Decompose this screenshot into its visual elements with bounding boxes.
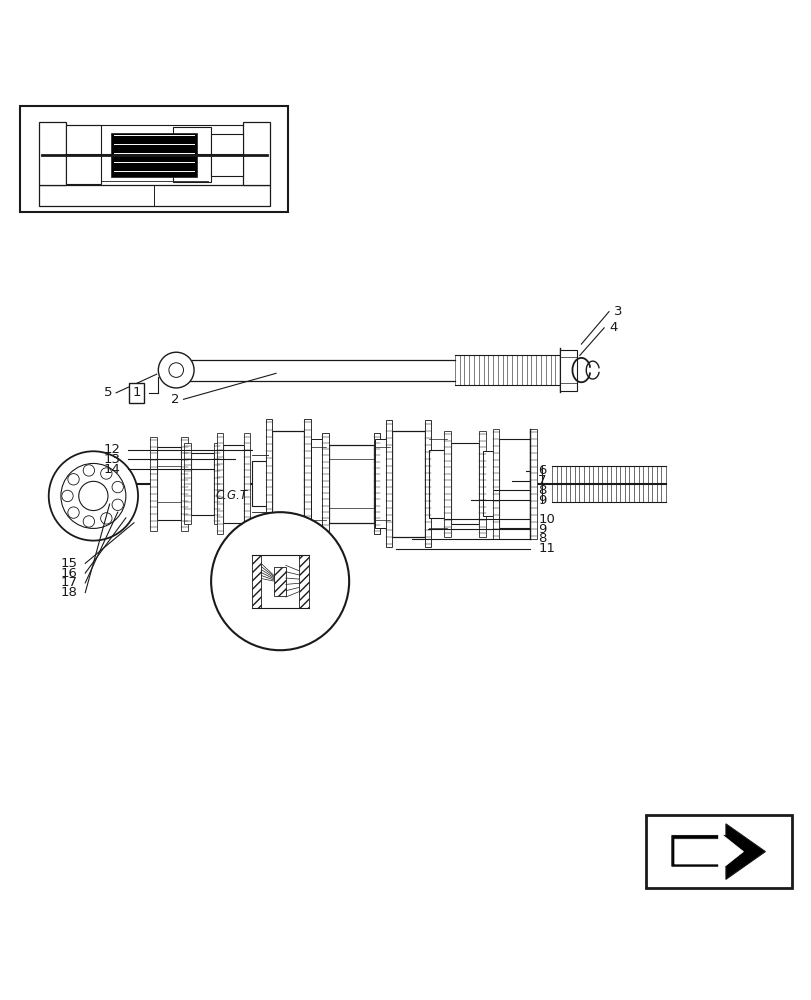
Circle shape	[49, 451, 138, 541]
Polygon shape	[674, 832, 743, 871]
Text: 15: 15	[60, 557, 77, 570]
Bar	[483, 451, 495, 516]
Circle shape	[112, 481, 123, 493]
Bar	[530, 429, 536, 539]
Bar	[39, 185, 269, 206]
Bar	[428, 450, 446, 518]
Bar	[424, 420, 431, 547]
Circle shape	[169, 363, 183, 377]
Bar	[328, 445, 373, 523]
Bar	[392, 431, 424, 537]
Circle shape	[68, 474, 79, 485]
Text: 9: 9	[538, 493, 546, 506]
Bar	[20, 106, 288, 212]
Bar	[450, 443, 478, 524]
Bar	[373, 433, 380, 534]
Text: 7: 7	[538, 474, 546, 487]
Bar	[304, 419, 311, 549]
Bar	[191, 453, 213, 515]
Bar	[251, 461, 268, 506]
Bar	[560, 350, 576, 391]
Text: 9: 9	[538, 523, 546, 536]
Bar	[645, 815, 791, 888]
Bar	[217, 433, 223, 534]
Bar	[499, 439, 530, 528]
Bar	[242, 122, 269, 185]
Bar	[265, 419, 272, 549]
Bar	[223, 445, 243, 523]
Text: 10: 10	[538, 513, 555, 526]
Text: 11: 11	[538, 542, 555, 555]
Bar	[213, 443, 220, 524]
Text: 18: 18	[60, 586, 77, 599]
Circle shape	[101, 468, 112, 479]
Text: 1: 1	[132, 386, 140, 399]
Bar	[478, 431, 485, 537]
Circle shape	[79, 481, 108, 511]
Text: C.G.T: C.G.T	[215, 489, 247, 502]
Text: 12: 12	[103, 443, 120, 456]
Circle shape	[101, 513, 112, 524]
Bar	[272, 431, 304, 537]
Bar	[298, 555, 308, 608]
Circle shape	[61, 463, 126, 528]
Bar	[444, 431, 450, 537]
Circle shape	[83, 465, 94, 476]
Bar	[210, 134, 242, 176]
Text: 8: 8	[538, 484, 546, 497]
Text: 16: 16	[60, 567, 77, 580]
Bar	[311, 439, 325, 528]
Bar	[184, 443, 191, 524]
Bar	[111, 133, 197, 177]
Bar	[251, 555, 261, 608]
Circle shape	[62, 490, 73, 502]
Text: 3: 3	[613, 305, 621, 318]
Bar	[181, 437, 187, 531]
Bar	[385, 420, 392, 547]
Text: 4: 4	[608, 321, 616, 334]
Bar	[492, 429, 499, 539]
Circle shape	[83, 516, 94, 527]
Bar	[150, 437, 157, 531]
Bar	[322, 433, 328, 534]
Text: 14: 14	[103, 463, 120, 476]
Bar	[375, 439, 389, 528]
Text: 8: 8	[538, 532, 546, 545]
Bar	[243, 433, 250, 534]
Bar	[157, 447, 181, 520]
Text: 2: 2	[170, 393, 178, 406]
Text: 6: 6	[538, 464, 546, 477]
Bar	[39, 122, 66, 185]
Bar	[274, 567, 285, 596]
Bar	[173, 127, 210, 182]
Circle shape	[158, 352, 194, 388]
Bar	[66, 125, 101, 184]
Text: 5: 5	[104, 386, 112, 399]
Circle shape	[68, 507, 79, 518]
Text: 13: 13	[103, 453, 120, 466]
Text: 17: 17	[60, 576, 77, 589]
Circle shape	[211, 512, 349, 650]
Polygon shape	[671, 824, 765, 879]
Circle shape	[112, 499, 123, 510]
